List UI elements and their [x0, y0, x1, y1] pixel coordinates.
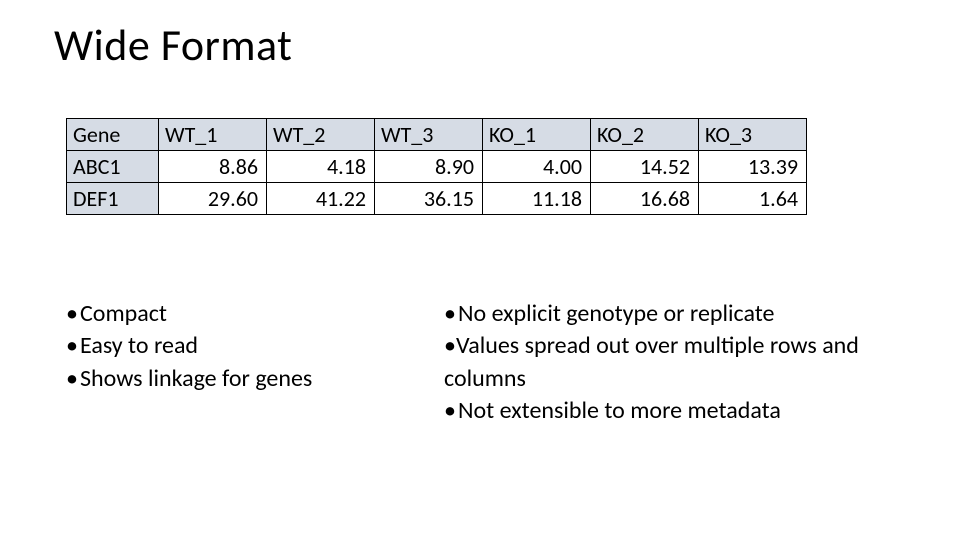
- list-item: •Easy to read: [66, 330, 312, 362]
- col-header: WT_3: [375, 119, 483, 151]
- list-item: •Compact: [66, 298, 312, 330]
- list-item: •Values spread out over multiple rows an…: [444, 330, 924, 395]
- cell: 36.15: [375, 183, 483, 215]
- row-header: DEF1: [67, 183, 159, 215]
- bullet-dot-icon: •: [66, 298, 80, 330]
- table-row: DEF1 29.60 41.22 36.15 11.18 16.68 1.64: [67, 183, 807, 215]
- data-table: Gene WT_1 WT_2 WT_3 KO_1 KO_2 KO_3 ABC1 …: [66, 118, 807, 215]
- list-item-text: Compact: [80, 299, 167, 328]
- bullet-dot-icon: •: [66, 363, 80, 395]
- list-item-text: Shows linkage for genes: [80, 364, 312, 393]
- table-row: ABC1 8.86 4.18 8.90 4.00 14.52 13.39: [67, 151, 807, 183]
- cell: 11.18: [483, 183, 591, 215]
- row-header: ABC1: [67, 151, 159, 183]
- cell: 8.90: [375, 151, 483, 183]
- pros-list: •Compact •Easy to read •Shows linkage fo…: [66, 298, 312, 395]
- cell: 29.60: [159, 183, 267, 215]
- col-header: KO_1: [483, 119, 591, 151]
- col-header: Gene: [67, 119, 159, 151]
- list-item-text: Easy to read: [80, 331, 198, 360]
- table-header-row: Gene WT_1 WT_2 WT_3 KO_1 KO_2 KO_3: [67, 119, 807, 151]
- col-header: KO_2: [591, 119, 699, 151]
- cell: 4.00: [483, 151, 591, 183]
- bullet-dot-icon: •: [66, 330, 80, 362]
- list-item-text: Not extensible to more metadata: [458, 396, 781, 425]
- cell: 1.64: [699, 183, 807, 215]
- list-item: •Not extensible to more metadata: [444, 395, 924, 427]
- cons-list: •No explicit genotype or replicate •Valu…: [444, 298, 924, 428]
- cell: 14.52: [591, 151, 699, 183]
- cell: 16.68: [591, 183, 699, 215]
- col-header: WT_1: [159, 119, 267, 151]
- bullet-dot-icon: •: [444, 331, 456, 360]
- bullet-dot-icon: •: [444, 395, 458, 427]
- cell: 8.86: [159, 151, 267, 183]
- list-item: •Shows linkage for genes: [66, 363, 312, 395]
- slide-title: Wide Format: [54, 18, 292, 72]
- col-header: KO_3: [699, 119, 807, 151]
- list-item: •No explicit genotype or replicate: [444, 298, 924, 330]
- wide-format-table: Gene WT_1 WT_2 WT_3 KO_1 KO_2 KO_3 ABC1 …: [66, 118, 807, 215]
- cell: 4.18: [267, 151, 375, 183]
- list-item-text: No explicit genotype or replicate: [458, 299, 775, 328]
- list-item-text: Values spread out over multiple rows and…: [444, 331, 859, 392]
- col-header: WT_2: [267, 119, 375, 151]
- cell: 13.39: [699, 151, 807, 183]
- cell: 41.22: [267, 183, 375, 215]
- bullet-dot-icon: •: [444, 298, 458, 330]
